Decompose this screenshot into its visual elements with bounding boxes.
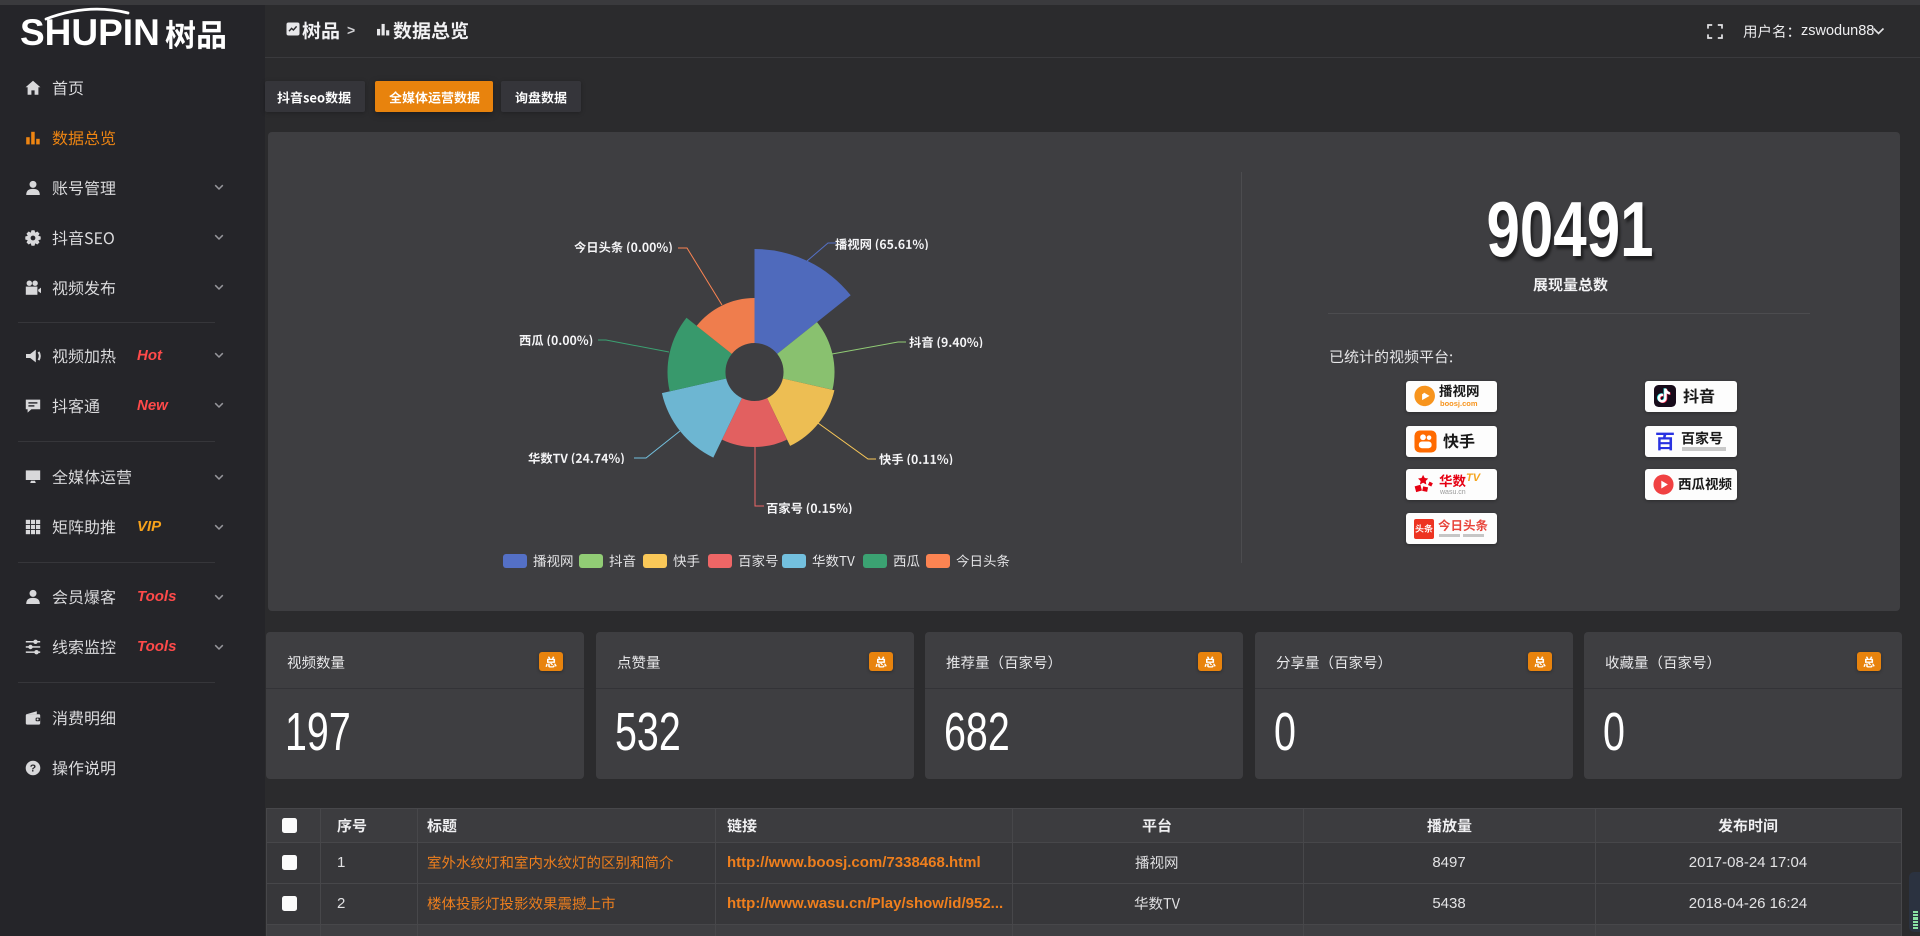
svg-text:?: ? [30, 763, 36, 775]
